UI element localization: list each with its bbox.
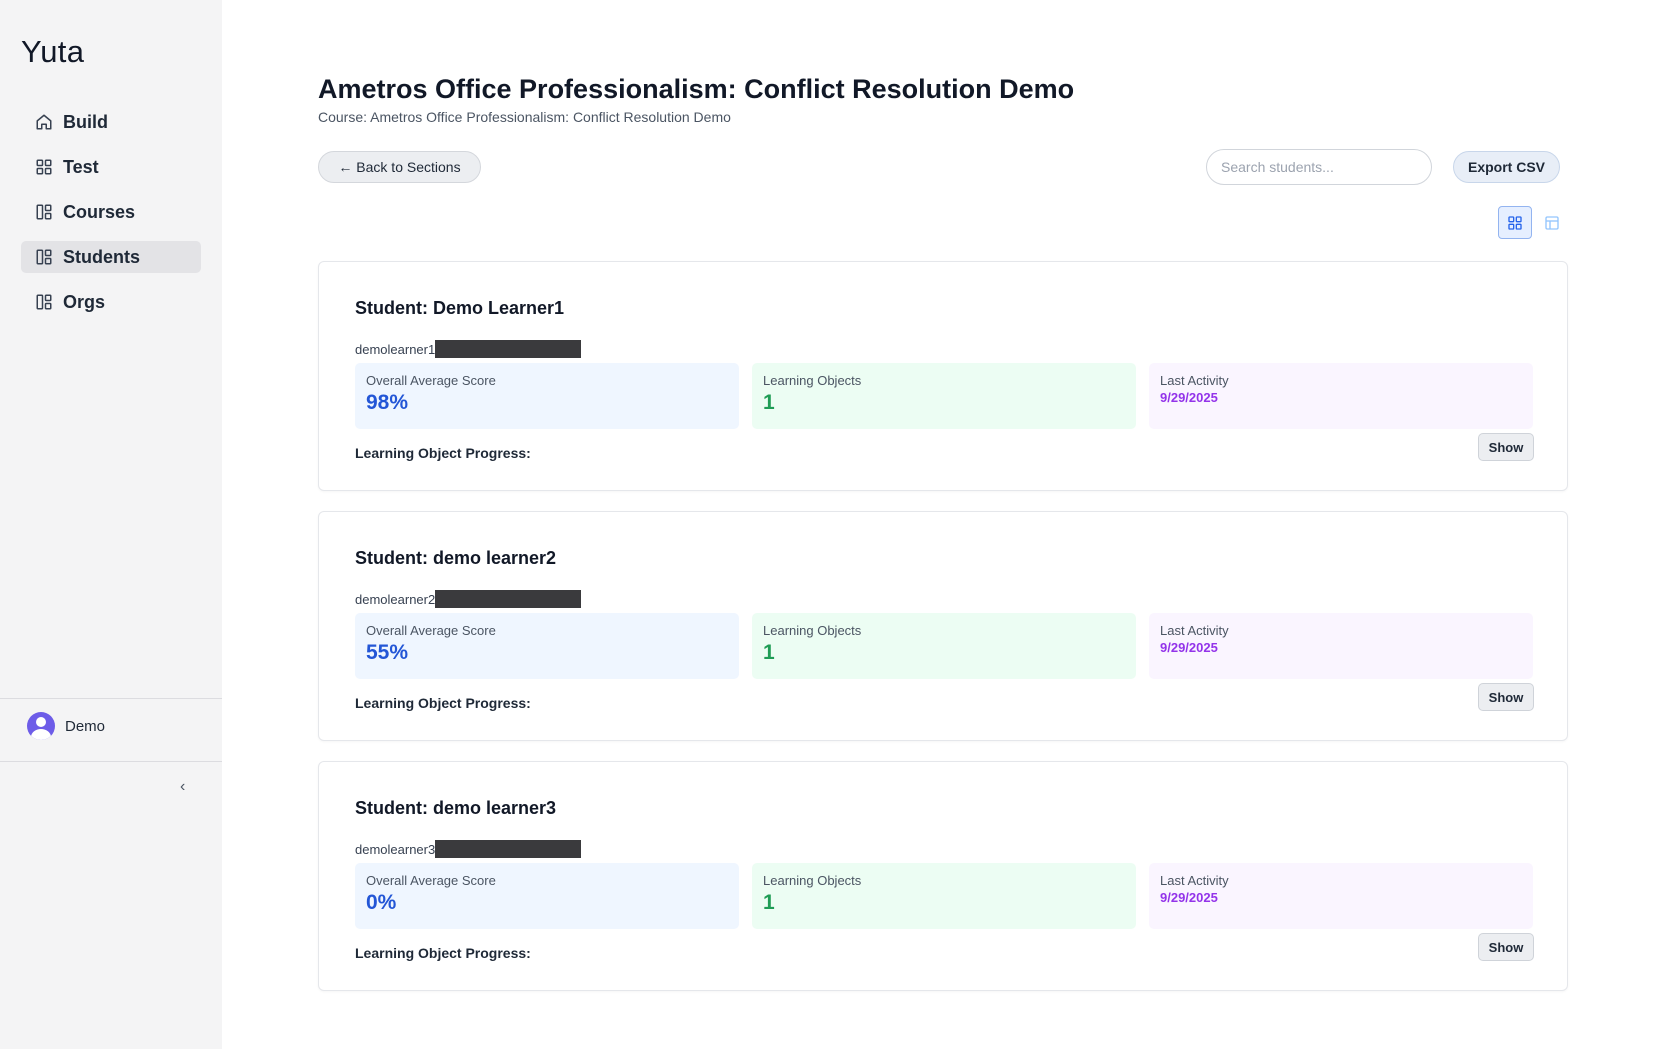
- last-activity-label: Last Activity: [1160, 373, 1229, 388]
- learning-objects-stat: Learning Objects 1: [752, 363, 1136, 429]
- sidebar-item-students[interactable]: Students: [21, 241, 201, 273]
- sidebar-item-label: Orgs: [63, 291, 106, 312]
- show-progress-button[interactable]: Show: [1478, 933, 1534, 961]
- export-csv-button[interactable]: Export CSV: [1453, 151, 1560, 183]
- student-card: Student: demo learner3 demolearner3 Over…: [318, 761, 1568, 991]
- score-value: 98%: [366, 391, 409, 414]
- student-username: demolearner1: [355, 340, 582, 358]
- page-subtitle: Course: Ametros Office Professionalism: …: [318, 109, 731, 125]
- user-menu[interactable]: Demo: [27, 712, 105, 740]
- last-activity-value: 9/29/2025: [1160, 390, 1218, 405]
- home-icon: [36, 114, 52, 130]
- sidebar-item-label: Build: [63, 111, 108, 132]
- learning-objects-label: Learning Objects: [763, 623, 862, 638]
- progress-label: Learning Object Progress:: [355, 445, 531, 461]
- table-view-toggle[interactable]: [1540, 206, 1564, 239]
- progress-label: Learning Object Progress:: [355, 695, 531, 711]
- sidebar-item-build[interactable]: Build: [21, 106, 201, 138]
- redacted-block: [435, 590, 582, 608]
- show-progress-button[interactable]: Show: [1478, 433, 1534, 461]
- score-label: Overall Average Score: [366, 873, 496, 888]
- page-title: Ametros Office Professionalism: Conflict…: [318, 74, 1075, 104]
- student-username: demolearner2: [355, 590, 582, 608]
- last-activity-stat: Last Activity 9/29/2025: [1149, 613, 1533, 679]
- last-activity-label: Last Activity: [1160, 623, 1229, 638]
- sidebar-item-label: Students: [63, 246, 141, 267]
- sidebar-item-label: Test: [63, 156, 99, 177]
- grid-view-toggle[interactable]: [1498, 206, 1532, 239]
- learning-objects-value: 1: [763, 891, 775, 914]
- student-card: Student: Demo Learner1 demolearner1 Over…: [318, 261, 1568, 491]
- student-card: Student: demo learner2 demolearner2 Over…: [318, 511, 1568, 741]
- sidebar-item-test[interactable]: Test: [21, 151, 201, 183]
- learning-objects-value: 1: [763, 391, 775, 414]
- student-title: Student: demo learner2: [355, 548, 557, 568]
- redacted-block: [435, 340, 582, 358]
- search-input[interactable]: [1206, 149, 1432, 185]
- sidebar-nav: Build Test Courses Students Orgs: [21, 106, 201, 331]
- table-icon: [1545, 215, 1559, 230]
- sidebar-item-label: Courses: [63, 201, 136, 222]
- grid-icon: [1508, 215, 1522, 230]
- student-username: demolearner3: [355, 840, 582, 858]
- score-label: Overall Average Score: [366, 373, 496, 388]
- user-name: Demo: [65, 717, 106, 735]
- brand-logo: Yuta: [21, 34, 85, 69]
- avatar: [27, 712, 55, 740]
- layout-icon: [36, 204, 52, 220]
- last-activity-value: 9/29/2025: [1160, 640, 1218, 655]
- score-label: Overall Average Score: [366, 623, 496, 638]
- learning-objects-label: Learning Objects: [763, 873, 862, 888]
- username-text: demolearner3: [355, 841, 436, 857]
- sidebar-divider: [0, 698, 222, 699]
- last-activity-stat: Last Activity 9/29/2025: [1149, 863, 1533, 929]
- student-title: Student: Demo Learner1: [355, 298, 565, 318]
- score-stat: Overall Average Score 98%: [355, 363, 739, 429]
- last-activity-stat: Last Activity 9/29/2025: [1149, 363, 1533, 429]
- last-activity-label: Last Activity: [1160, 873, 1229, 888]
- sidebar-item-orgs[interactable]: Orgs: [21, 286, 201, 318]
- learning-objects-stat: Learning Objects 1: [752, 863, 1136, 929]
- back-to-sections-button[interactable]: ← Back to Sections: [318, 151, 481, 183]
- sidebar-divider: [0, 761, 222, 762]
- grid-icon: [36, 159, 52, 175]
- redacted-block: [435, 840, 582, 858]
- score-value: 55%: [366, 641, 409, 664]
- student-title: Student: demo learner3: [355, 798, 557, 818]
- layout-icon: [36, 249, 52, 265]
- score-stat: Overall Average Score 55%: [355, 613, 739, 679]
- learning-objects-stat: Learning Objects 1: [752, 613, 1136, 679]
- username-text: demolearner1: [355, 341, 436, 357]
- collapse-sidebar-icon[interactable]: ‹: [180, 778, 186, 795]
- score-stat: Overall Average Score 0%: [355, 863, 739, 929]
- layout-icon: [36, 294, 52, 310]
- sidebar: Yuta Build Test Courses Students Orgs De…: [0, 0, 222, 1049]
- progress-label: Learning Object Progress:: [355, 945, 531, 961]
- score-value: 0%: [366, 891, 397, 914]
- sidebar-item-courses[interactable]: Courses: [21, 196, 201, 228]
- show-progress-button[interactable]: Show: [1478, 683, 1534, 711]
- learning-objects-label: Learning Objects: [763, 373, 862, 388]
- last-activity-value: 9/29/2025: [1160, 890, 1218, 905]
- username-text: demolearner2: [355, 591, 436, 607]
- learning-objects-value: 1: [763, 641, 775, 664]
